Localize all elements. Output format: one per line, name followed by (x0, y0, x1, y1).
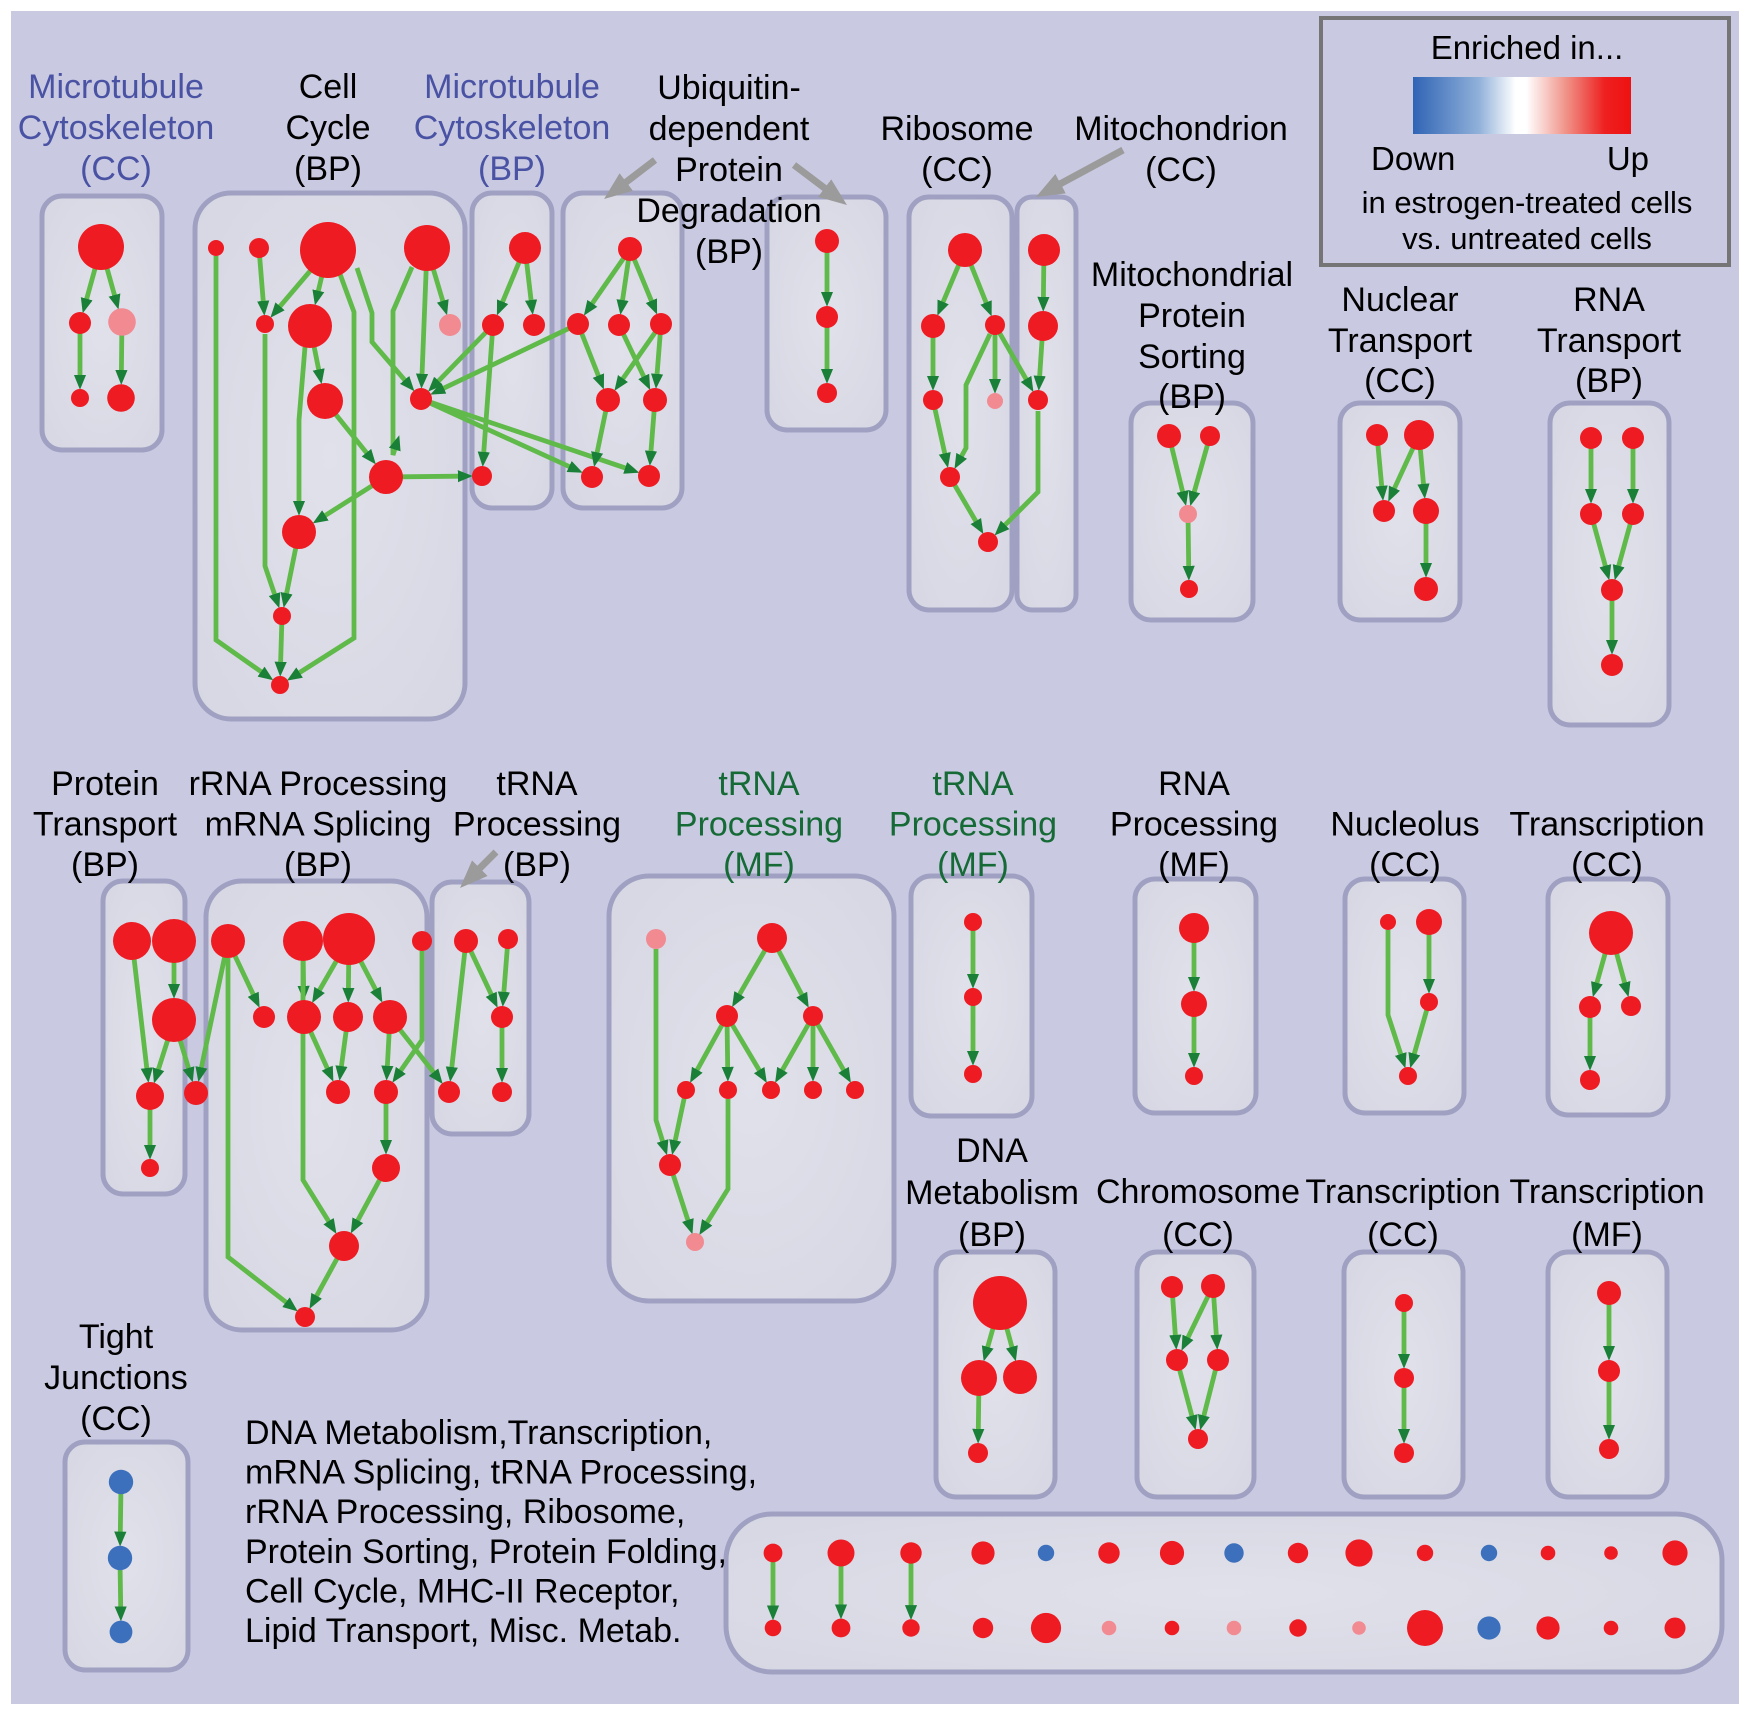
svg-text:tRNA: tRNA (932, 765, 1014, 803)
svg-text:RNA: RNA (1158, 765, 1230, 803)
svg-text:Metabolism: Metabolism (905, 1174, 1079, 1212)
svg-text:(BP): (BP) (1575, 362, 1643, 400)
svg-text:(BP): (BP) (503, 846, 571, 884)
svg-text:Transcription: Transcription (1509, 1173, 1704, 1211)
svg-text:mRNA Splicing: mRNA Splicing (205, 806, 432, 844)
svg-text:Cytoskeleton: Cytoskeleton (18, 109, 215, 147)
svg-text:Microtubule: Microtubule (28, 68, 204, 106)
svg-text:DNA: DNA (956, 1132, 1028, 1170)
svg-text:vs. untreated cells: vs. untreated cells (1402, 221, 1652, 256)
svg-text:Cycle: Cycle (285, 109, 370, 147)
svg-text:Nucleolus: Nucleolus (1330, 806, 1479, 844)
svg-text:(BP): (BP) (478, 150, 546, 188)
svg-text:(MF): (MF) (723, 846, 795, 884)
svg-text:Down: Down (1371, 140, 1455, 177)
svg-text:Microtubule: Microtubule (424, 68, 600, 106)
svg-text:Transport: Transport (33, 806, 178, 844)
svg-text:(CC): (CC) (1367, 1216, 1439, 1254)
svg-text:(MF): (MF) (1571, 1216, 1643, 1254)
svg-text:DNA Metabolism,Transcription,: DNA Metabolism,Transcription, (245, 1414, 712, 1452)
svg-text:(CC): (CC) (80, 1400, 152, 1438)
svg-text:mRNA Splicing, tRNA Processing: mRNA Splicing, tRNA Processing, (245, 1454, 757, 1492)
svg-text:Sorting: Sorting (1138, 338, 1246, 376)
svg-text:(BP): (BP) (958, 1216, 1026, 1254)
svg-text:Up: Up (1607, 140, 1649, 177)
svg-text:(BP): (BP) (71, 846, 139, 884)
svg-text:Processing: Processing (1110, 806, 1278, 844)
svg-text:(MF): (MF) (937, 846, 1009, 884)
svg-text:Chromosome: Chromosome (1096, 1173, 1300, 1211)
svg-text:Processing: Processing (453, 806, 621, 844)
svg-text:Transport: Transport (1537, 322, 1682, 360)
svg-text:Ribosome: Ribosome (880, 110, 1033, 148)
svg-text:Cell Cycle, MHC-II Receptor,: Cell Cycle, MHC-II Receptor, (245, 1572, 680, 1610)
svg-text:(CC): (CC) (80, 150, 152, 188)
svg-text:Degradation: Degradation (636, 192, 821, 230)
svg-text:(BP): (BP) (1158, 378, 1226, 416)
svg-text:Processing: Processing (675, 806, 843, 844)
svg-text:Protein Sorting, Protein Foldi: Protein Sorting, Protein Folding, (245, 1533, 727, 1571)
svg-text:(CC): (CC) (1369, 846, 1441, 884)
svg-text:tRNA: tRNA (718, 765, 800, 803)
svg-text:(CC): (CC) (1145, 151, 1217, 189)
svg-text:Protein: Protein (1138, 297, 1246, 335)
svg-text:(CC): (CC) (1364, 362, 1436, 400)
svg-text:(BP): (BP) (695, 233, 763, 271)
svg-text:Protein: Protein (675, 151, 783, 189)
svg-text:(BP): (BP) (284, 846, 352, 884)
svg-text:Transcription: Transcription (1509, 806, 1704, 844)
svg-text:Processing: Processing (889, 806, 1057, 844)
svg-text:Cell: Cell (299, 68, 358, 106)
svg-text:Junctions: Junctions (44, 1359, 188, 1397)
svg-text:(MF): (MF) (1158, 846, 1230, 884)
svg-text:Nuclear: Nuclear (1341, 281, 1458, 319)
svg-text:Mitochondrial: Mitochondrial (1091, 256, 1293, 294)
svg-text:Cytoskeleton: Cytoskeleton (414, 109, 611, 147)
svg-text:(CC): (CC) (1162, 1216, 1234, 1254)
svg-text:Tight: Tight (79, 1318, 154, 1356)
svg-text:(CC): (CC) (1571, 846, 1643, 884)
svg-text:Ubiquitin-: Ubiquitin- (657, 69, 801, 107)
svg-text:Transport: Transport (1328, 322, 1473, 360)
svg-text:rRNA Processing, Ribosome,: rRNA Processing, Ribosome, (245, 1493, 685, 1531)
svg-text:RNA: RNA (1573, 281, 1645, 319)
svg-text:tRNA: tRNA (496, 765, 578, 803)
svg-text:Mitochondrion: Mitochondrion (1074, 110, 1288, 148)
svg-text:Protein: Protein (51, 765, 159, 803)
svg-text:dependent: dependent (649, 110, 810, 148)
svg-text:(BP): (BP) (294, 150, 362, 188)
svg-text:in estrogen-treated cells: in estrogen-treated cells (1362, 185, 1693, 220)
svg-text:rRNA Processing: rRNA Processing (189, 765, 448, 803)
svg-text:Enriched in...: Enriched in... (1431, 29, 1624, 66)
svg-text:Lipid Transport, Misc. Metab.: Lipid Transport, Misc. Metab. (245, 1612, 682, 1650)
svg-text:(CC): (CC) (921, 151, 993, 189)
svg-text:Transcription: Transcription (1305, 1173, 1500, 1211)
